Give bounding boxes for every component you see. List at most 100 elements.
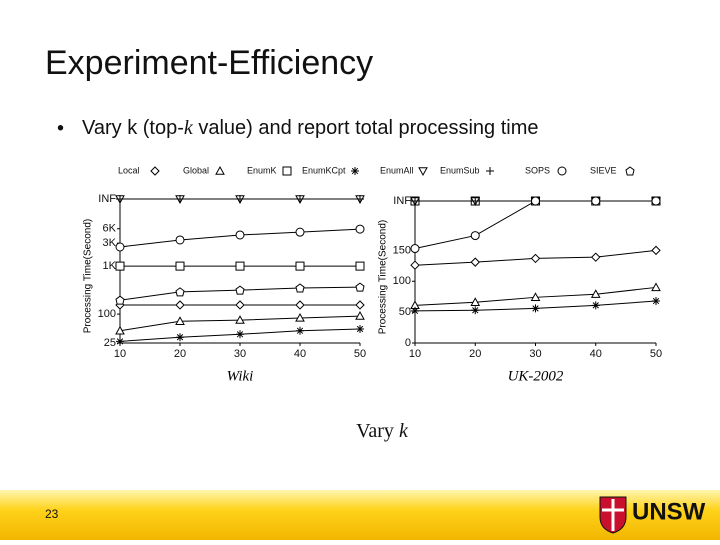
legend-label: Local — [118, 165, 140, 175]
marker — [296, 326, 304, 335]
legend-marker — [150, 166, 160, 176]
marker — [356, 324, 364, 333]
y-tick-label: 6K — [103, 223, 117, 235]
logo-text: UNSW — [632, 498, 706, 525]
marker — [235, 300, 245, 310]
marker — [651, 282, 661, 292]
x-tick-label: 30 — [234, 348, 246, 360]
legend-label: EnumAll — [380, 165, 414, 175]
bullet-text: value) and report total processing time — [193, 117, 539, 139]
legend-marker — [557, 166, 567, 176]
legend-marker — [282, 166, 292, 176]
marker — [295, 227, 305, 237]
x-tick-label: 20 — [174, 348, 186, 360]
y-axis-label: Processing Time(Second) — [378, 220, 389, 335]
marker — [175, 235, 185, 245]
page-number: 23 — [45, 507, 59, 521]
legend-marker — [215, 165, 225, 175]
marker — [470, 231, 480, 241]
x-tick-label: 10 — [114, 348, 126, 360]
marker — [410, 244, 420, 254]
marker — [355, 261, 365, 271]
y-tick-label: 50 — [399, 306, 411, 318]
legend-label: EnumKCpt — [302, 165, 346, 175]
marker — [235, 315, 245, 324]
marker — [471, 197, 480, 205]
marker — [236, 195, 244, 203]
x-axis-label: Wiki — [227, 368, 254, 384]
marker — [470, 257, 480, 267]
legend-label: EnumSub — [440, 165, 480, 175]
marker — [591, 301, 600, 310]
y-tick-label: 25 — [104, 337, 116, 349]
bullet-text: k — [184, 117, 194, 139]
x-tick-label: 30 — [529, 348, 541, 360]
marker — [652, 297, 660, 306]
x-tick-label: 20 — [469, 348, 481, 360]
marker — [411, 306, 419, 315]
x-tick-label: 50 — [354, 348, 366, 360]
marker — [295, 261, 305, 271]
x-tick-label: 40 — [294, 348, 306, 360]
marker — [530, 292, 541, 302]
caption-text: k — [399, 420, 409, 442]
marker — [295, 283, 305, 293]
marker — [296, 195, 304, 203]
marker — [651, 245, 661, 256]
bullet-dot: • — [57, 117, 64, 139]
legend-marker — [625, 166, 635, 176]
legend-marker — [486, 167, 494, 175]
marker — [175, 316, 185, 325]
bullet: Vary k (top-k value) and report total pr… — [82, 117, 539, 140]
x-axis-label: UK-2002 — [508, 368, 564, 384]
x-tick-label: 40 — [590, 348, 602, 360]
marker — [591, 196, 601, 206]
marker — [410, 260, 420, 270]
marker — [176, 333, 184, 342]
marker — [176, 195, 184, 203]
marker — [295, 312, 305, 322]
marker — [355, 300, 365, 310]
legend-label: SOPS — [525, 165, 550, 175]
x-tick-label: 10 — [409, 348, 421, 360]
marker — [116, 337, 124, 346]
y-tick-label: 0 — [405, 337, 411, 349]
y-axis-label: Processing Time(Second) — [83, 219, 94, 334]
y-tick-label: 100 — [98, 308, 116, 320]
marker — [355, 282, 365, 292]
marker — [295, 300, 305, 310]
y-tick-label: INF — [98, 193, 116, 205]
marker — [355, 311, 365, 320]
marker — [175, 261, 185, 271]
y-tick-label: INF — [393, 195, 411, 207]
slide-title: Experiment-Efficiency — [45, 44, 373, 82]
marker — [470, 297, 481, 306]
marker — [116, 195, 124, 203]
marker — [175, 300, 185, 310]
x-tick-label: 50 — [650, 348, 662, 360]
marker — [355, 224, 365, 234]
y-tick-label: 150 — [393, 244, 411, 256]
caption-text: Vary — [356, 420, 399, 442]
marker — [531, 196, 540, 206]
marker — [356, 195, 364, 203]
marker — [115, 242, 125, 252]
legend-label: SIEVE — [590, 165, 617, 175]
marker — [175, 287, 185, 297]
marker — [651, 196, 661, 206]
marker — [115, 295, 125, 305]
marker — [591, 252, 601, 262]
marker — [235, 261, 245, 271]
marker — [115, 325, 125, 335]
y-tick-label: 1K — [103, 260, 117, 272]
marker — [236, 330, 244, 339]
legend-marker — [418, 167, 428, 177]
marker — [531, 304, 540, 313]
marker — [235, 285, 245, 295]
y-tick-label: 100 — [393, 275, 411, 287]
bullet-text: Vary k (top- — [82, 117, 184, 139]
logo: UNSW — [599, 496, 706, 534]
legend-marker — [351, 167, 359, 175]
y-tick-label: 3K — [103, 237, 117, 249]
